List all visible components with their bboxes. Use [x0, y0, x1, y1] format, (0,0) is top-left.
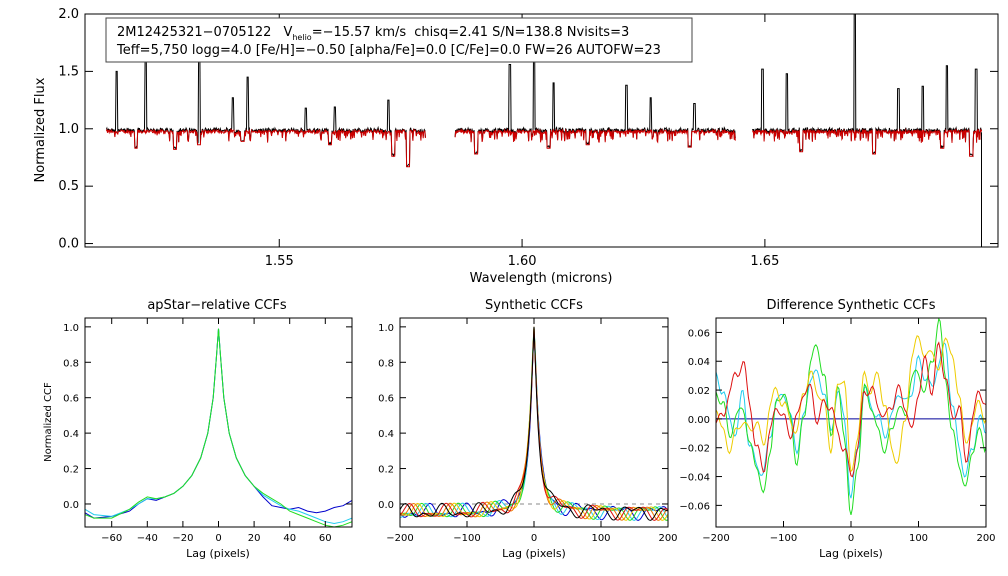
- synthetic-ccf-ticks: −200 −100 0 100 200 0.0 0.2 0.4 0.6 0.8 1.0: [378, 318, 678, 544]
- y-tick-label: 0.0: [378, 500, 394, 511]
- difference-ccf-series-red: [716, 341, 986, 478]
- y-tick-label: 0.2: [378, 465, 394, 476]
- v-helio-value: =−15.57 km/s: [312, 25, 407, 40]
- x-tick-label: 200: [976, 533, 995, 544]
- synthetic-ccf-plot-area: [400, 326, 668, 521]
- x-tick-label: −200: [702, 533, 729, 544]
- y-tick-label: 1.0: [378, 323, 394, 334]
- diff-ccf-title: Difference Synthetic CCFs: [766, 298, 935, 313]
- model-spectrum-chip-3: [751, 128, 982, 157]
- x-tick-label: 20: [248, 533, 261, 544]
- synthetic-ccf-panel: Synthetic CCFs −200 −100 0 100 200 0.0 0.2 0.4 0…: [378, 298, 677, 560]
- v-helio-symbol: V: [283, 25, 292, 40]
- x-tick-label: 0: [848, 533, 854, 544]
- x-tick-label: 100: [909, 533, 928, 544]
- stellar-parameters: Teff=5,750 logg=4.0 [Fe/H]=−0.50 [alpha/…: [116, 43, 661, 58]
- apstar-ccf-title: apStar−relative CCFs: [147, 298, 287, 313]
- x-tick-label: −20: [172, 533, 193, 544]
- synthetic-ccf-series-7: [400, 326, 668, 521]
- y-tick-label: 0.4: [63, 429, 79, 440]
- x-tick-label: −200: [386, 533, 413, 544]
- spectrum-y-axis-label: Normalized Flux: [33, 77, 48, 182]
- x-tick-label: 200: [658, 533, 677, 544]
- annotation-line-1: 2M12425321−0705122 Vhelio=−15.57 km/s chis…: [117, 25, 629, 42]
- y-tick-label: 0.4: [378, 429, 394, 440]
- spectrum-plot-area: [105, 14, 982, 247]
- y-tick-label: 0.6: [378, 394, 394, 405]
- x-tick-label: 1.55: [265, 254, 294, 269]
- y-tick-label: 0.02: [688, 386, 710, 397]
- y-tick-label: 0.04: [688, 357, 710, 368]
- y-tick-label: 1.0: [63, 323, 79, 334]
- y-tick-label: 0.2: [63, 465, 79, 476]
- diff-ccf-panel: Difference Synthetic CCFs −200 −100 0 100 20…: [679, 298, 995, 560]
- model-spectrum-chip-2: [454, 128, 736, 155]
- y-tick-label: 0.0: [58, 237, 79, 252]
- synthetic-ccf-x-axis-label: Lag (pixels): [502, 547, 566, 560]
- fit-statistics: chisq=2.41 S/N=138.8 Nvisits=3: [414, 25, 629, 40]
- x-tick-label: 0: [215, 533, 221, 544]
- diff-ccf-ticks: −200 −100 0 100 200 −0.06 −0.04 −0.02 0.00 0.02 0.…: [679, 318, 996, 544]
- y-tick-label: 1.0: [58, 122, 79, 137]
- x-tick-label: 0: [531, 533, 537, 544]
- y-tick-label: 0.6: [63, 394, 79, 405]
- apstar-ccf-ticks: −60 −40 −20 0 20 40 60 0.0 0.2 0.4 0.6 0.8 1.0: [63, 318, 352, 544]
- y-tick-label: 0.00: [688, 415, 710, 426]
- spectrum-axes-frame: [84, 13, 999, 248]
- difference-ccf-series-green: [716, 318, 986, 516]
- apstar-ccf-x-axis-label: Lag (pixels): [186, 547, 250, 560]
- v-helio-subscript: helio: [292, 33, 311, 42]
- apstar-ccf-y-axis-label: Normalized CCF: [43, 382, 54, 462]
- x-tick-label: −100: [770, 533, 797, 544]
- annotation-box: [105, 17, 693, 63]
- x-tick-label: −60: [101, 533, 122, 544]
- apstar-ccf-plot-area: [85, 328, 352, 527]
- difference-ccf-series-yellow: [716, 335, 986, 473]
- spectrum-panel: 1.55 1.60 1.65 0.0 0.5 1.0 1.5 2.0 Wavelength (…: [33, 7, 999, 286]
- y-tick-label: −0.02: [679, 444, 710, 455]
- synthetic-ccf-title: Synthetic CCFs: [485, 298, 583, 313]
- x-tick-label: −40: [137, 533, 158, 544]
- x-tick-label: 60: [319, 533, 332, 544]
- spectrum-x-axis-label: Wavelength (microns): [470, 271, 613, 286]
- x-tick-label: 1.60: [508, 254, 537, 269]
- diff-ccf-plot-area: [716, 318, 986, 516]
- y-tick-label: 0.0: [63, 500, 79, 511]
- apstar-ccf-panel: apStar−relative CCFs −60 −40 −20 0 20 40 60 0.0…: [43, 298, 353, 560]
- y-tick-label: −0.04: [679, 473, 710, 484]
- y-tick-label: 2.0: [58, 7, 79, 22]
- x-tick-label: 1.65: [750, 254, 779, 269]
- y-tick-label: 0.8: [378, 358, 394, 369]
- x-tick-label: 100: [591, 533, 610, 544]
- y-tick-label: −0.06: [679, 501, 710, 512]
- y-tick-label: 0.5: [58, 179, 79, 194]
- y-tick-label: 1.5: [58, 64, 79, 79]
- object-id: 2M12425321−0705122: [117, 25, 271, 40]
- diff-ccf-x-axis-label: Lag (pixels): [819, 547, 883, 560]
- y-tick-label: 0.8: [63, 358, 79, 369]
- model-spectrum-chip-1: [105, 128, 426, 168]
- spectrum-ticks: 1.55 1.60 1.65 0.0 0.5 1.0 1.5 2.0: [58, 7, 998, 269]
- x-tick-label: 40: [283, 533, 296, 544]
- x-tick-label: −100: [453, 533, 480, 544]
- y-tick-label: 0.06: [688, 328, 710, 339]
- apstar-ccf-series-3: [85, 328, 352, 527]
